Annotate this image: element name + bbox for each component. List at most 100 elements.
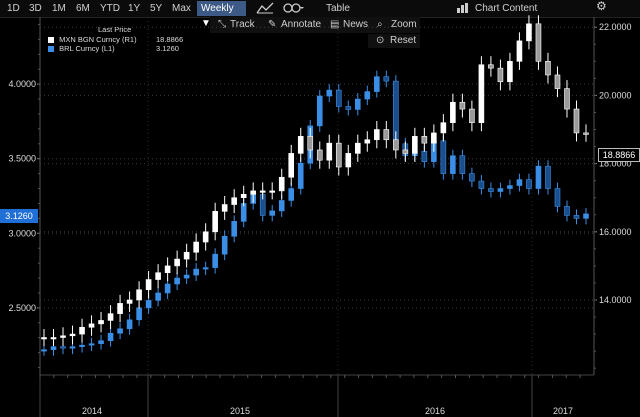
news-icon[interactable]: ▤ [330, 19, 340, 30]
right-axis: 22.0000 20.0000 18.0000 16.0000 14.0000 [594, 22, 632, 369]
legend-label-mxn: MXN BGN Curncy (R1) [59, 35, 137, 44]
candle-body [488, 188, 494, 192]
candle-body [193, 268, 199, 276]
candle-body [164, 265, 171, 274]
chart-legend: Last Price MXN BGN Curncy (R1) 18.8866 B… [44, 25, 183, 55]
reset-icon[interactable]: ⊙ [376, 35, 385, 46]
candle-body [364, 139, 371, 144]
legend-row-brl[interactable]: BRL Curncy (L1) 3.1260 [48, 44, 179, 53]
period-1d[interactable]: 1D [7, 3, 20, 14]
candle-body [393, 139, 399, 151]
legend-value-mxn: 18.8866 [156, 35, 184, 44]
candle-body [69, 346, 76, 349]
legend-label-brl: BRL Curncy (L1) [59, 44, 115, 53]
candle-body [50, 337, 57, 340]
compare-icon[interactable] [282, 2, 304, 15]
table-button[interactable]: Table [326, 3, 350, 14]
candle-body [421, 136, 428, 144]
zoom-icon[interactable]: ⌕ [377, 19, 383, 30]
candle-body [535, 23, 542, 62]
candle-body [516, 179, 523, 186]
candle-body [164, 283, 171, 294]
line-chart-icon[interactable] [256, 2, 274, 15]
track-button[interactable]: Track [230, 19, 255, 30]
period-1m[interactable]: 1M [52, 3, 66, 14]
candle-body [573, 215, 580, 219]
candle-body [79, 326, 85, 335]
reset-button[interactable]: Reset [390, 35, 417, 46]
candle-body [288, 188, 295, 201]
legend-value-brl: 3.1260 [156, 44, 179, 53]
news-button[interactable]: News [343, 19, 369, 30]
candle-body [478, 180, 485, 189]
candle-body [240, 193, 247, 199]
candle-body [564, 206, 570, 216]
x-tick-label: 2016 [425, 406, 445, 416]
right-tick-label: 22.0000 [599, 22, 632, 32]
candle-body [583, 132, 589, 135]
annotate-icon[interactable]: ✎ [268, 19, 277, 30]
period-max[interactable]: Max [172, 3, 191, 14]
legend-row-mxn[interactable]: MXN BGN Curncy (R1) 18.8866 [48, 35, 183, 44]
annotate-button[interactable]: Annotate [281, 19, 322, 30]
x-tick-label: 2015 [230, 406, 250, 416]
right-tick-label: 16.0000 [599, 227, 632, 237]
left-tick-label: 3.0000 [8, 228, 36, 238]
candle-body [335, 142, 342, 168]
candle-body [316, 95, 323, 127]
candle-body [535, 165, 542, 189]
gear-icon[interactable]: ⚙ [596, 0, 607, 13]
candle-body [212, 253, 218, 268]
right-tick-label: 20.0000 [599, 90, 632, 100]
candle-body [126, 299, 133, 304]
period-5y[interactable]: 5Y [150, 3, 163, 14]
candle-body [278, 176, 285, 192]
legend-header: Last Price [98, 25, 132, 34]
mxn-last-price-tag: 18.8866 [598, 148, 640, 162]
zoom-button[interactable]: Zoom [391, 19, 417, 30]
candle-body [326, 142, 333, 161]
candle-body [354, 142, 361, 154]
candle-body [193, 241, 199, 253]
chart-toolbar: 1D 3D 1M 6M YTD 1Y 5Y Max Weekly ▼ Table… [0, 0, 640, 29]
candle-body [98, 340, 104, 344]
candle-body [478, 64, 485, 123]
candle-body [354, 98, 361, 110]
candle-body [526, 23, 532, 42]
x-axis: 2014 2015 2016 2017 [39, 375, 581, 417]
candle-body [440, 140, 447, 174]
period-6m[interactable]: 6M [76, 3, 90, 14]
candle-body [60, 346, 66, 349]
candle-body [278, 200, 285, 212]
candle-body [41, 349, 47, 352]
chart-content-button[interactable]: Chart Content [475, 3, 538, 14]
left-tick-label: 4.0000 [8, 79, 36, 89]
candle-body [469, 173, 475, 182]
candle-body [269, 210, 276, 216]
chart-content-icon[interactable] [456, 2, 470, 15]
period-ytd[interactable]: YTD [100, 3, 120, 14]
period-3d[interactable]: 3D [29, 3, 42, 14]
candle-body [269, 190, 276, 193]
candle-body [107, 332, 114, 341]
candle-body [126, 319, 133, 330]
candle-body [497, 67, 504, 83]
brl-last-price-tag: 3.1260 [0, 209, 38, 223]
frequency-dropdown[interactable]: Weekly ▼ [197, 1, 246, 29]
candle-body [88, 343, 95, 346]
candle-body [526, 179, 532, 189]
candle-body [469, 108, 475, 123]
track-icon[interactable]: ⤡ [218, 19, 226, 30]
candle-body [183, 251, 190, 260]
candle-body [117, 303, 123, 314]
candle-body [117, 328, 123, 334]
candle-body [107, 313, 114, 321]
candle-body [231, 221, 237, 237]
candle-body [545, 61, 551, 76]
period-1y[interactable]: 1Y [128, 3, 141, 14]
candle-body [183, 274, 190, 279]
candle-body [459, 101, 466, 110]
reset-control[interactable]: ⊙ Reset [368, 34, 420, 48]
candle-body [450, 155, 456, 174]
